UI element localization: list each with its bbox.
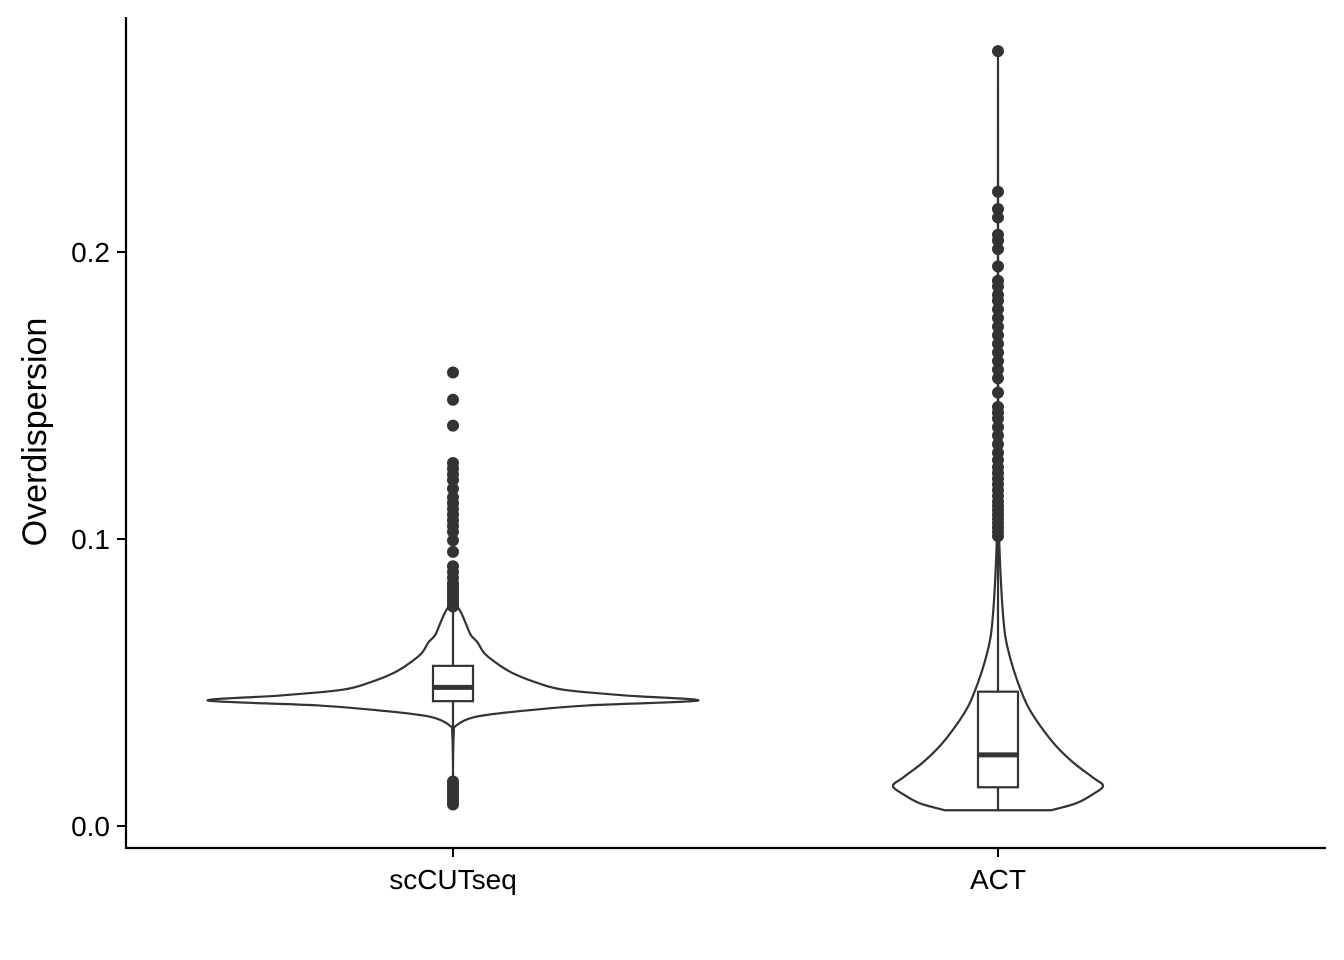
- outlier-point-act: [992, 446, 1004, 459]
- outlier-point-act: [992, 202, 1004, 215]
- outlier-point-sccutseq: [447, 775, 459, 788]
- y-tick-label: 0.1: [71, 524, 110, 555]
- outlier-point-sccutseq: [447, 366, 459, 379]
- outlier-point-act: [992, 243, 1004, 256]
- outlier-point-act: [992, 274, 1004, 287]
- outlier-point-act: [992, 438, 1004, 451]
- y-tick-label: 0.2: [71, 237, 110, 268]
- outlier-point-act: [992, 386, 1004, 399]
- plot-area: [206, 45, 1105, 812]
- outlier-point-act: [992, 45, 1004, 58]
- outlier-point-sccutseq: [447, 545, 459, 558]
- outlier-point-act: [992, 211, 1004, 224]
- outlier-point-act: [992, 421, 1004, 434]
- outlier-point-sccutseq: [447, 419, 459, 432]
- outlier-point-act: [992, 363, 1004, 376]
- outlier-point-act: [992, 260, 1004, 273]
- outlier-point-sccutseq: [447, 491, 459, 504]
- outlier-point-act: [992, 185, 1004, 198]
- outlier-point-sccutseq: [447, 534, 459, 547]
- box-act: [976, 690, 1020, 789]
- outlier-point-act: [992, 346, 1004, 359]
- outlier-point-act: [992, 355, 1004, 368]
- outlier-point-act: [992, 400, 1004, 413]
- outlier-point-act: [992, 289, 1004, 302]
- outlier-point-act: [992, 312, 1004, 325]
- outlier-point-act: [992, 337, 1004, 350]
- outlier-point-act: [992, 320, 1004, 333]
- x-tick-label-act: ACT: [970, 864, 1026, 895]
- outlier-point-sccutseq: [447, 393, 459, 406]
- outlier-point-sccutseq: [447, 456, 459, 469]
- outlier-point-sccutseq: [447, 482, 459, 495]
- box-sccutseq: [431, 664, 475, 703]
- outlier-point-act: [992, 372, 1004, 385]
- outlier-point-act: [992, 429, 1004, 442]
- y-tick-label: 0.0: [71, 811, 110, 842]
- outlier-point-sccutseq: [447, 560, 459, 573]
- outlier-point-act: [992, 303, 1004, 316]
- x-tick-label-sccutseq: scCUTseq: [389, 864, 517, 895]
- axis-ticks: scCUTseq ACT 0.0 0.1 0.2: [71, 237, 1026, 895]
- y-axis-title: Overdispersion: [16, 318, 54, 547]
- outlier-point-act: [992, 329, 1004, 342]
- outlier-point-act: [992, 228, 1004, 241]
